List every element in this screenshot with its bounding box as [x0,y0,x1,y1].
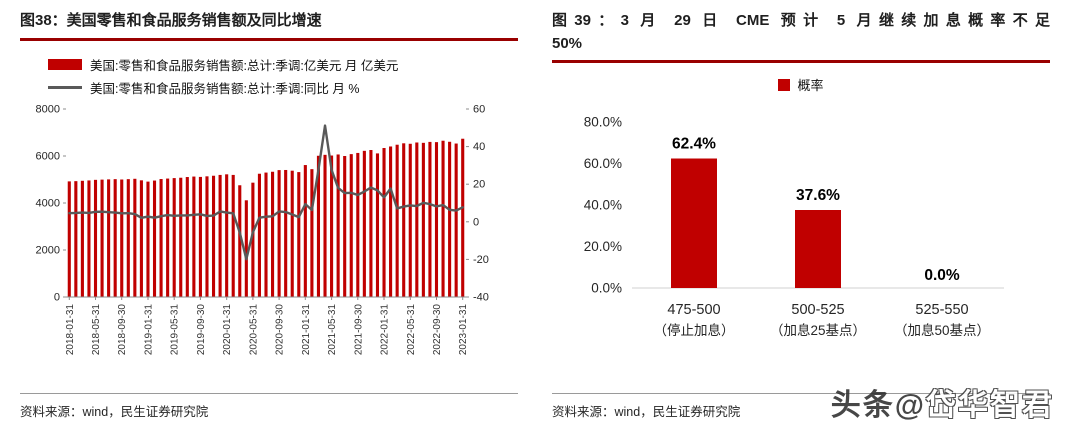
prob-legend-label: 概率 [797,78,824,93]
svg-text:4000: 4000 [36,197,60,209]
svg-text:（加息50基点）: （加息50基点） [894,322,990,338]
svg-text:2018-01-31: 2018-01-31 [65,303,76,355]
figure-39-chart-area: 0.0% 20.0% 40.0% 60.0% 80.0% 62.4% 475-500 （停止加… [552,96,1050,373]
svg-text:2019-01-31: 2019-01-31 [144,303,155,355]
svg-text:500-525: 500-525 [791,302,844,318]
svg-text:2022-09-30: 2022-09-30 [432,303,443,355]
figure-38-title-rule [20,37,518,41]
svg-text:2023-01-31: 2023-01-31 [458,303,469,355]
svg-text:0: 0 [473,216,479,228]
rate-prob-chart: 0.0% 20.0% 40.0% 60.0% 80.0% 62.4% 475-500 （停止加… [584,115,1004,338]
svg-text:2018-09-30: 2018-09-30 [117,303,128,355]
svg-text:0.0%: 0.0% [591,281,622,296]
svg-text:40: 40 [473,141,485,153]
svg-text:525-550: 525-550 [915,302,968,318]
retail-combo-chart: 0 2000 4000 6000 8000 -40 -20 0 20 40 60 2018-01-31… [36,103,489,355]
svg-text:2019-09-30: 2019-09-30 [196,303,207,355]
svg-text:2021-05-31: 2021-05-31 [327,303,338,355]
svg-text:0.0%: 0.0% [924,267,960,284]
watermark: 头条@岱华智君 [831,380,1054,424]
figure-38-title: 图38：美国零售和食品服务销售额及同比增速 [20,12,322,29]
figure-38-legend: 美国:零售和食品服务销售额:总计:季调:亿美元 月 亿美元 美国:零售和食品服务… [48,55,518,97]
figure-38-chart-area: 0 2000 4000 6000 8000 -40 -20 0 20 40 60 2018-01-31… [20,99,518,372]
svg-text:2022-05-31: 2022-05-31 [406,303,417,355]
prob-legend-swatch [778,78,791,91]
svg-text:-20: -20 [473,253,489,265]
svg-text:0: 0 [54,291,60,303]
legend-swatch-line [48,85,82,89]
svg-text:2019-05-31: 2019-05-31 [170,303,181,355]
svg-text:60.0%: 60.0% [584,156,622,171]
figure-39-title-rule [552,60,1050,63]
watermark-prefix: 头条@ [830,389,926,422]
svg-text:475-500: 475-500 [667,302,720,318]
svg-text:37.6%: 37.6% [796,187,840,204]
svg-text:20.0%: 20.0% [584,239,622,254]
svg-text:2021-01-31: 2021-01-31 [301,303,312,355]
legend-item-sales: 美国:零售和食品服务销售额:总计:季调:亿美元 月 亿美元 [48,55,518,74]
svg-text:2022-01-31: 2022-01-31 [380,303,391,355]
svg-text:40.0%: 40.0% [584,198,622,213]
figure-38-source: 资料来源：wind，民生证券研究院 [20,393,518,420]
legend-item-yoy: 美国:零售和食品服务销售额:总计:季调:同比 月 % [48,78,518,97]
svg-text:60: 60 [473,103,485,115]
svg-text:（加息25基点）: （加息25基点） [770,322,866,338]
svg-text:2020-09-30: 2020-09-30 [275,303,286,355]
figure-39-source: 资料来源：wind，民生证券研究院 [552,393,1050,420]
figure-38-panel: 图38：美国零售和食品服务销售额及同比增速 美国:零售和食品服务销售额:总计:季… [20,8,518,420]
svg-text:20: 20 [473,178,485,190]
svg-text:6000: 6000 [36,150,60,162]
svg-text:8000: 8000 [36,103,60,115]
figure-39-title: 图39：3 月 29 日 CME 预计 5 月继续加息概率不足 50% [552,8,1050,60]
svg-text:2021-09-30: 2021-09-30 [353,303,364,355]
legend-label-yoy: 美国:零售和食品服务销售额:总计:季调:同比 月 % [90,81,360,96]
legend-label-sales: 美国:零售和食品服务销售额:总计:季调:亿美元 月 亿美元 [90,58,399,73]
svg-text:62.4%: 62.4% [672,136,716,153]
svg-text:2020-05-31: 2020-05-31 [248,303,259,355]
svg-text:2000: 2000 [36,244,60,256]
figure-39-panel: 图39：3 月 29 日 CME 预计 5 月继续加息概率不足 50% 概率 0… [552,8,1050,420]
figure-39-title-line1: 图39：3 月 29 日 CME 预计 5 月继续加息概率不足 [552,12,1050,29]
svg-text:2018-05-31: 2018-05-31 [91,303,102,355]
figure-39-legend: 概率 [552,75,1050,94]
svg-text:80.0%: 80.0% [584,115,622,130]
svg-text:-40: -40 [473,291,489,303]
figure-39-title-line2: 50% [552,34,583,52]
watermark-name: 岱华智君 [926,389,1054,422]
legend-swatch-bar [48,58,82,70]
svg-text:（停止加息）: （停止加息） [654,322,735,338]
svg-text:2020-01-31: 2020-01-31 [222,303,233,355]
